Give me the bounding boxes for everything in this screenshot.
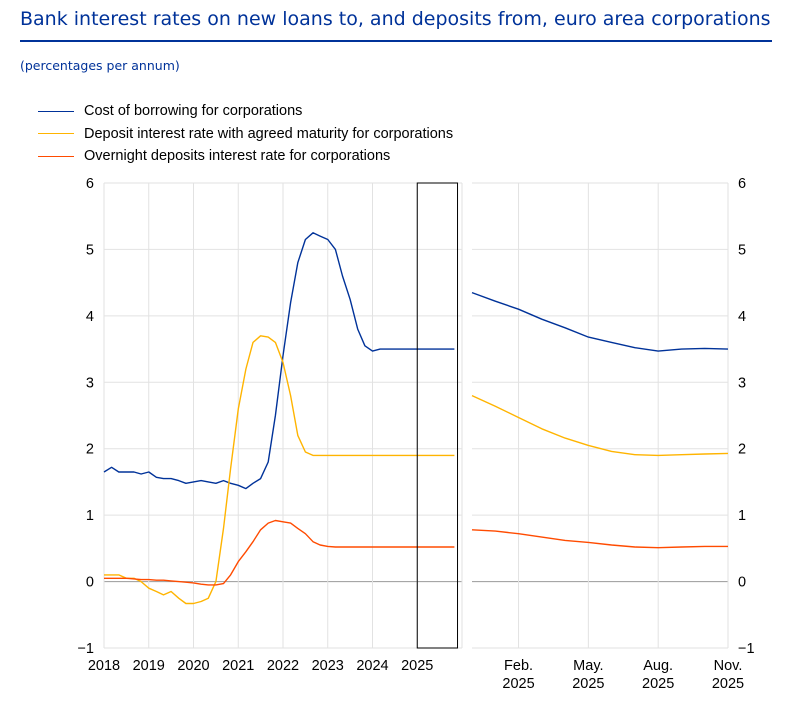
x-tick-label: Feb.: [504, 658, 533, 674]
x-tick-label: 2025: [572, 676, 604, 692]
x-tick-label: Aug.: [643, 658, 673, 674]
legend-item-cost-of-borrowing: Cost of borrowing for corporations: [38, 100, 453, 123]
right-panel-series-line-0: [471, 291, 729, 352]
legend: Cost of borrowing for corporations Depos…: [38, 100, 453, 168]
legend-item-overnight-deposits: Overnight deposits interest rate for cor…: [38, 145, 453, 168]
y-tick-label-left: 1: [86, 508, 94, 524]
y-tick-label-right: −1: [738, 641, 755, 657]
x-tick-label: 2025: [502, 676, 534, 692]
legend-swatch: [38, 155, 74, 157]
y-tick-label-left: −1: [77, 641, 94, 657]
legend-item-deposit-agreed-maturity: Deposit interest rate with agreed maturi…: [38, 123, 453, 146]
right-panel-series-line-1: [471, 394, 729, 457]
legend-swatch: [38, 110, 74, 112]
y-tick-label-left: 3: [86, 375, 94, 391]
y-tick-label-left: 4: [86, 309, 94, 325]
y-tick-label-left: 0: [86, 575, 94, 591]
y-tick-label-left: 5: [86, 242, 94, 258]
y-tick-label-right: 0: [738, 575, 746, 591]
chart-subtitle: (percentages per annum): [20, 58, 180, 73]
y-tick-label-left: 6: [86, 176, 94, 192]
y-tick-label-right: 6: [738, 176, 746, 192]
y-tick-label-right: 2: [738, 442, 746, 458]
y-tick-label-right: 1: [738, 508, 746, 524]
x-tick-label: 2025: [401, 658, 433, 674]
legend-label: Deposit interest rate with agreed maturi…: [84, 125, 454, 142]
legend-label: Cost of borrowing for corporations: [84, 103, 303, 120]
x-tick-label: 2025: [642, 676, 674, 692]
left-panel-series-line-2: [104, 519, 455, 586]
right-panel-series-line-2: [471, 529, 728, 549]
legend-swatch: [38, 133, 74, 135]
x-tick-label: 2023: [312, 658, 344, 674]
y-tick-label-left: 2: [86, 442, 94, 458]
x-tick-label: 2024: [356, 658, 388, 674]
x-tick-label: 2019: [133, 658, 165, 674]
x-tick-label: 2022: [267, 658, 299, 674]
chart-title: Bank interest rates on new loans to, and…: [20, 8, 772, 42]
zoom-highlight-box: [416, 182, 459, 649]
legend-label: Overnight deposits interest rate for cor…: [84, 148, 391, 165]
x-tick-label: 2021: [222, 658, 254, 674]
y-tick-label-right: 5: [738, 242, 746, 258]
x-tick-label: 2018: [88, 658, 120, 674]
x-tick-label: May.: [573, 658, 603, 674]
left-panel-series-line-0: [103, 232, 455, 490]
left-panel-series-line-1: [104, 335, 455, 605]
x-tick-label: 2020: [177, 658, 209, 674]
x-tick-label: Nov.: [714, 658, 743, 674]
y-tick-label-right: 4: [738, 309, 746, 325]
x-tick-label: 2025: [712, 676, 744, 692]
y-tick-label-right: 3: [738, 375, 746, 391]
